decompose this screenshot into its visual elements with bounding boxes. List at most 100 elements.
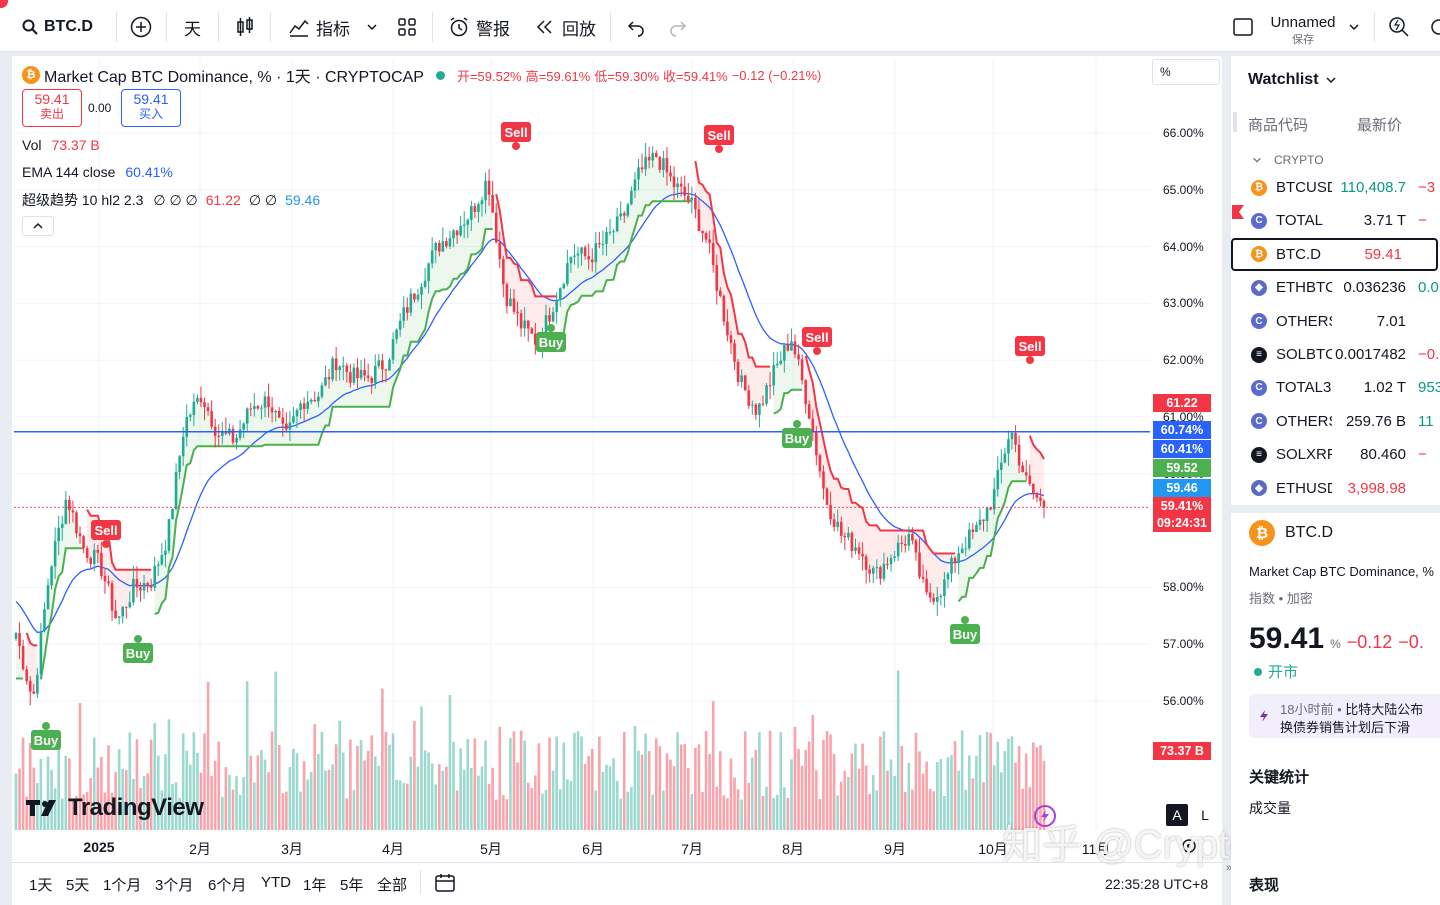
collapse-right-panel[interactable]: » [1226, 862, 1233, 874]
auto-scale-button[interactable]: A [1166, 804, 1188, 826]
watchlist-row[interactable]: C OTHERS 259.76 B 11 [1233, 405, 1440, 438]
volume-bar [459, 748, 462, 830]
range-button[interactable]: 1个月 [103, 877, 142, 894]
news-card[interactable]: 18小时前 • 比特大陆公布 换债券销售计划后下滑 [1249, 694, 1440, 738]
range-button[interactable]: YTD [261, 874, 291, 891]
watchlist-row[interactable]: C TOTAL3 1.02 T 953 [1233, 371, 1440, 404]
scale-unit-field[interactable]: % [1152, 59, 1220, 85]
candle-body [92, 549, 96, 564]
candle-body [356, 367, 359, 379]
log-scale-button[interactable]: L [1201, 807, 1209, 823]
watchlist-title[interactable]: Watchlist [1248, 71, 1337, 89]
templates-button[interactable] [396, 10, 418, 44]
goto-date-button[interactable] [434, 872, 456, 899]
candle-body [523, 320, 526, 329]
price-axis-label: 60.74% [1153, 421, 1211, 439]
volume-bar [164, 754, 167, 830]
range-button[interactable]: 5天 [66, 877, 90, 894]
candle-body [978, 519, 982, 526]
volume-bar [751, 757, 754, 830]
range-button[interactable]: 1年 [303, 877, 327, 894]
volume-bar [313, 724, 317, 830]
watchlist-row[interactable]: ◆ ETHBTC 0.036236 0.0 [1233, 271, 1440, 304]
supertrend-legend[interactable]: 超级趋势 10 hl2 2.3 ∅ ∅ ∅ 61.22 ∅ ∅ 59.46 [22, 190, 320, 210]
candle-body [647, 156, 651, 161]
candle-body [64, 499, 68, 524]
details-tags[interactable]: 指数 • 加密 [1249, 591, 1313, 606]
range-button[interactable]: 6个月 [208, 877, 247, 894]
volume-bar [637, 750, 640, 830]
symbol-search-button[interactable]: BTC.D [22, 10, 93, 44]
volume-legend[interactable]: Vol 73.37 B [22, 137, 100, 153]
volume-bar [462, 769, 466, 830]
range-button[interactable]: 5年 [340, 877, 364, 894]
layout-dropdown[interactable] [1348, 10, 1360, 44]
chart-type-button[interactable] [234, 10, 256, 44]
candle-body [964, 548, 968, 550]
candle-body [622, 213, 626, 216]
supertrend-down-line [495, 193, 557, 298]
range-button[interactable]: 1天 [29, 877, 53, 894]
range-button[interactable]: 3个月 [155, 877, 194, 894]
candle-body [242, 423, 245, 430]
indicators-button[interactable]: 指标 [288, 10, 350, 44]
volume-bar [889, 759, 893, 830]
clock[interactable]: 22:35:28 UTC+8 [1105, 876, 1209, 892]
volume-bar [530, 788, 534, 830]
candle-body [121, 606, 125, 617]
watchlist-row[interactable]: ≡ SOLXRP 80.460− [1233, 438, 1440, 471]
watchlist-row[interactable]: ₿ BTCUSD 110,408.7 −3 [1233, 171, 1440, 204]
candle-body [448, 238, 452, 247]
layout-name[interactable]: Unnamed 保存 [1268, 14, 1338, 47]
watchlist-row[interactable]: C TOTAL 3.71 T − [1233, 204, 1440, 237]
candle-body [25, 669, 28, 682]
col-symbol-header[interactable]: 商品代码 [1248, 117, 1309, 134]
news-text-1: 比特大陆公布 [1345, 702, 1424, 717]
ema-legend[interactable]: EMA 144 close 60.41% [22, 164, 173, 180]
events-icon[interactable] [1034, 805, 1056, 827]
candle-body [825, 488, 829, 505]
candle-body [836, 521, 839, 527]
volume-bar [341, 752, 345, 830]
redo-button[interactable] [668, 10, 688, 44]
price-axis-label: 09:24:31 [1153, 514, 1211, 532]
candle-body [726, 321, 729, 336]
volume-bar [366, 750, 370, 830]
volume-bar [231, 789, 235, 830]
indicators-dropdown[interactable] [366, 10, 378, 44]
volume-bar [100, 756, 103, 830]
candle-body [28, 681, 32, 692]
sell-button[interactable]: 59.41 卖出 [22, 89, 82, 127]
replay-button[interactable]: 回放 [534, 10, 596, 44]
buy-signal-bg [950, 624, 980, 644]
tradingview-logo[interactable]: TradingView [26, 794, 204, 822]
compare-button[interactable] [130, 10, 152, 44]
buy-button[interactable]: 59.41 买入 [121, 89, 181, 127]
volume-bar [82, 794, 85, 830]
watchlist-symbol: BTCUSD [1276, 179, 1332, 196]
undo-button[interactable] [626, 10, 646, 44]
candle-body [267, 396, 270, 408]
candle-body [530, 328, 534, 334]
range-button[interactable]: 全部 [377, 877, 408, 894]
legend-title[interactable]: Market Cap BTC Dominance, % · 1天 · CRYPT… [44, 69, 424, 86]
alert-button[interactable]: 警报 [448, 10, 510, 44]
chart-settings-button[interactable] [1180, 837, 1198, 855]
layout-button[interactable] [1232, 10, 1254, 44]
watchlist-group-crypto[interactable]: CRYPTO [1252, 153, 1324, 167]
quick-search-button[interactable] [1388, 10, 1410, 44]
details-header[interactable]: ₿ BTC.D [1249, 520, 1333, 546]
candle-body [78, 533, 82, 537]
volume-bar [373, 756, 377, 830]
watchlist-row[interactable]: ◆ ETHUSD 3,998.98 [1233, 472, 1440, 505]
collapse-legend-button[interactable] [22, 216, 54, 236]
col-last-header[interactable]: 最新价 [1357, 117, 1403, 134]
settings-button[interactable] [1428, 10, 1440, 44]
watchlist-row[interactable]: ₿ BTC.D 59.41 [1231, 237, 1438, 271]
volume-bar [711, 701, 715, 830]
watchlist-row[interactable]: C OTHERS 7.01 [1233, 305, 1440, 338]
replay-label: 回放 [562, 19, 596, 39]
interval-button[interactable]: 天 [184, 10, 201, 44]
